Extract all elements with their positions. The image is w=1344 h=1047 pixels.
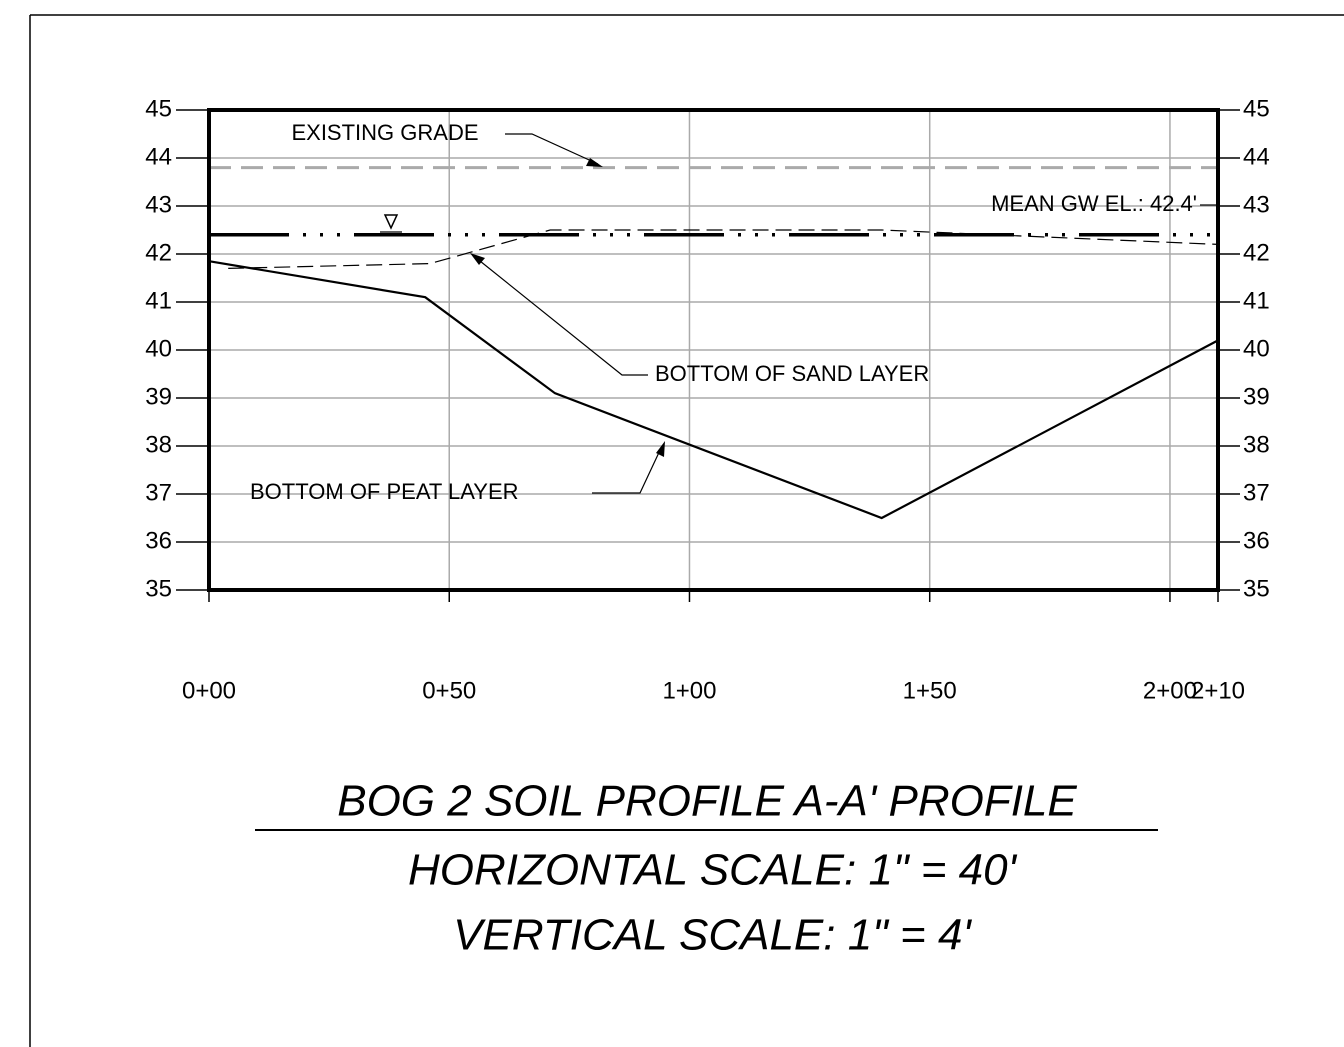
arrowhead [470,253,485,265]
y2-tick-label: 40 [1243,335,1270,362]
leader [592,445,663,494]
y-tick-label: 41 [145,287,172,314]
y-tick-label: 40 [145,335,172,362]
subtitle: VERTICAL SCALE: 1" = 4' [453,911,972,960]
y2-tick-label: 38 [1243,431,1270,458]
y2-tick-label: 37 [1243,479,1270,506]
grid [208,109,1219,591]
y-tick-label: 44 [145,143,172,170]
y-tick-label: 35 [145,575,172,602]
y2-tick-label: 43 [1243,191,1270,218]
profile-line [228,229,1219,269]
y2-tick-label: 36 [1243,527,1270,554]
annotation: EXISTING GRADE [291,120,478,145]
x-tick-label: 0+00 [182,677,236,704]
y-tick-label: 43 [145,191,172,218]
chart-title: BOG 2 SOIL PROFILE A-A' PROFILE [337,777,1077,826]
y2-tick-label: 45 [1243,95,1270,122]
leaders [380,133,1216,494]
arrowhead [656,441,665,457]
profile-lines [208,166,1219,520]
y-tick-label: 37 [145,479,172,506]
x-tick-label: 2+10 [1191,677,1245,704]
y2-tick-label: 39 [1243,383,1270,410]
y2-tick-label: 41 [1243,287,1270,314]
y-tick-label: 36 [145,527,172,554]
y2-tick-label: 42 [1243,239,1270,266]
leader [474,256,648,376]
y-tick-label: 38 [145,431,172,458]
x-tick-label: 1+00 [662,677,716,704]
leader [505,133,599,165]
arrowhead [586,158,603,167]
y-tick-label: 39 [145,383,172,410]
annotation: BOTTOM OF SAND LAYER [655,361,929,386]
x-tick-label: 1+50 [903,677,957,704]
arrowheads [470,158,665,457]
y-tick-label: 42 [145,239,172,266]
profile-line [208,260,1219,520]
y2-tick-label: 44 [1243,143,1270,170]
y2-tick-label: 35 [1243,575,1270,602]
annotation: BOTTOM OF PEAT LAYER [250,479,519,504]
x-tick-label: 0+50 [422,677,476,704]
annotation: MEAN GW EL.: 42.4' [991,191,1197,216]
axes: 35 36 37 38 39 40 41 42 43 44 45 35 36 37 38 39 40 41 42 43… [145,95,1269,704]
y-tick-label: 45 [145,95,172,122]
x-tick-label: 2+00 [1143,677,1197,704]
subtitle: HORIZONTAL SCALE: 1" = 40' [408,846,1018,895]
water-table-symbol [383,214,399,230]
